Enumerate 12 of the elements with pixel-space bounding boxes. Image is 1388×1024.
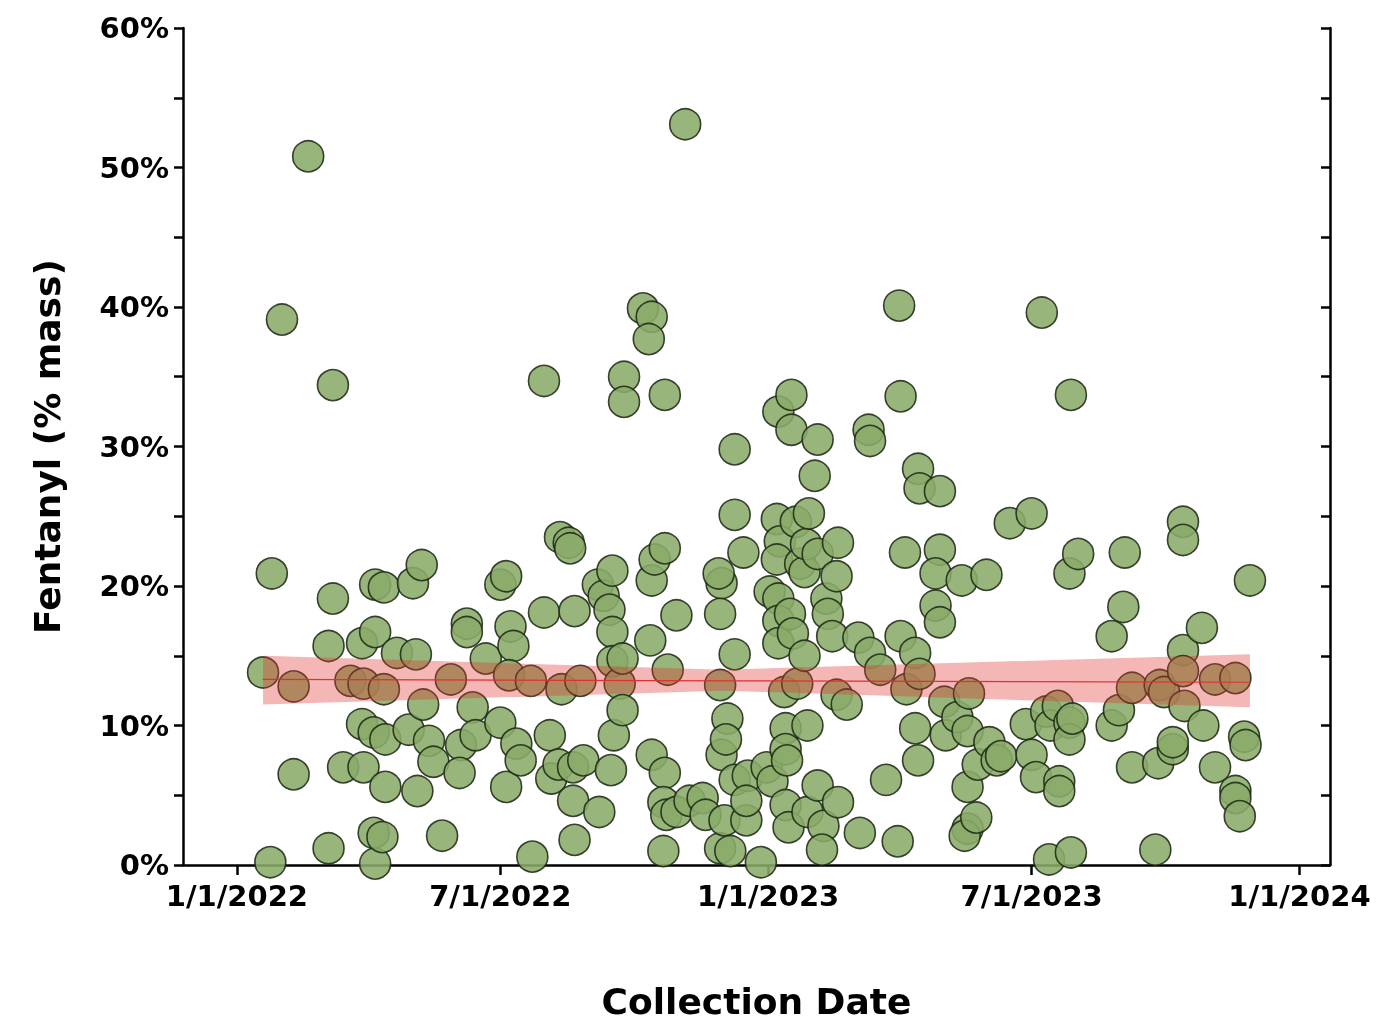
x-tick-label: 1/1/2024	[1228, 878, 1371, 913]
y-tick-label: 20%	[99, 569, 169, 603]
y-tick-label: 50%	[99, 150, 169, 185]
y-tick-label: 40%	[99, 290, 169, 324]
x-tick-label: 1/1/2023	[697, 878, 840, 913]
x-tick-label: 7/1/2023	[960, 878, 1103, 913]
y-tick-label: 10%	[99, 708, 169, 743]
y-axis-title: Fentanyl (% mass)	[26, 259, 68, 634]
x-axis-title: Collection Date	[601, 980, 912, 1022]
x-tick-label: 7/1/2022	[429, 878, 572, 913]
y-tick-label: 30%	[99, 429, 169, 464]
y-tick-label: 60%	[99, 11, 169, 45]
